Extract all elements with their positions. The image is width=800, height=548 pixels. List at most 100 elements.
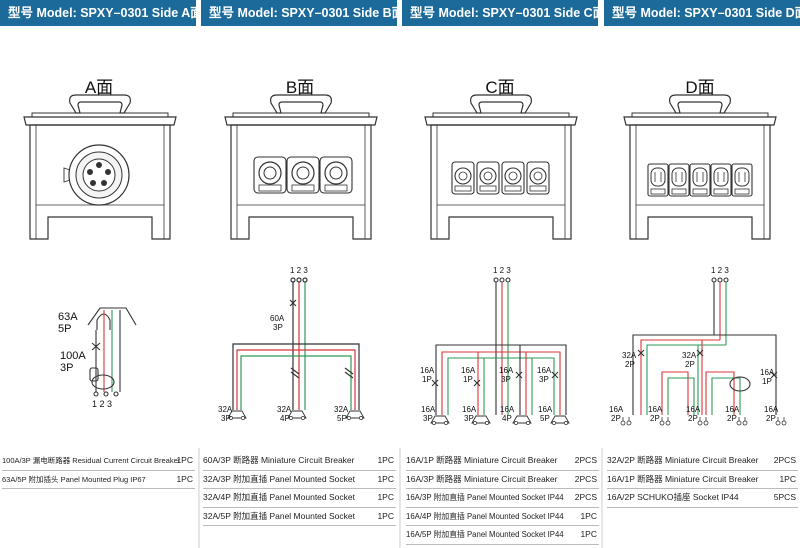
wiring-a <box>87 307 137 397</box>
spec-desc: 16A/2P SCHUKO插座 Socket IP44 <box>607 492 739 502</box>
spec-qty: 1PC <box>377 473 394 484</box>
spec-desc: 32A/5P 附加直插 Panel Mounted Socket <box>203 510 355 521</box>
d-breaker-mid-poles: 2P <box>685 360 695 369</box>
c-breaker4-poles: 3P <box>539 375 549 384</box>
c-top-terminals: 1 2 3 <box>493 266 511 275</box>
d-out5-poles: 2P <box>766 414 776 423</box>
spec-list-b: 60A/3P 断路器 Miniature Circuit Breaker 1PC … <box>203 452 396 526</box>
spec-row: 16A/3P 断路器 Miniature Circuit Breaker 2PCS <box>406 471 599 489</box>
spec-desc: 32A/4P 附加直插 Panel Mounted Socket <box>203 492 355 502</box>
d-breaker-left-poles: 2P <box>625 360 635 369</box>
b-out1-rating: 32A <box>218 405 233 414</box>
spec-desc: 16A/4P 附加直插 Panel Mounted Socket IP44 <box>406 511 564 521</box>
sockets-d <box>647 163 753 197</box>
a-breaker1-poles: 5P <box>58 323 72 335</box>
d-top-terminals: 1 2 3 <box>711 266 729 275</box>
spec-desc: 32A/3P 附加直插 Panel Mounted Socket <box>203 473 355 484</box>
box-c <box>424 94 578 240</box>
b-out2-rating: 32A <box>277 405 292 414</box>
face-label-d: D面 <box>685 78 715 97</box>
spec-desc: 16A/3P 附加直插 Panel Mounted Socket IP44 <box>406 493 564 502</box>
c-out4-rating: 16A <box>538 405 553 414</box>
d-out4-rating: 16A <box>725 405 740 414</box>
spec-row: 16A/5P 附加直插 Panel Mounted Socket IP44 1PC <box>406 526 599 545</box>
face-label-c: C面 <box>485 78 515 97</box>
spec-row: 100A/3P 漏电断路器 Residual Current Circuit B… <box>2 452 195 471</box>
spec-desc: 63A/5P 附加插头 Panel Mounted Plug IP67 <box>2 474 146 484</box>
spec-row: 16A/1P 断路器 Miniature Circuit Breaker 2PCS <box>406 452 599 471</box>
spec-row: 32A/5P 附加直插 Panel Mounted Socket 1PC <box>203 508 396 526</box>
spec-qty: 1PC <box>779 473 796 484</box>
header-side-b: 型号 Model: SPXY–0301 Side B面 <box>201 0 397 26</box>
d-breaker-right-poles: 1P <box>762 377 772 386</box>
header-side-d: 型号 Model: SPXY–0301 Side D面 <box>604 0 800 26</box>
spec-qty: 1PC <box>176 455 193 465</box>
b-out2-poles: 4P <box>280 414 290 423</box>
spec-row: 16A/2P SCHUKO插座 Socket IP44 5PCS <box>607 489 798 508</box>
spec-qty: 1PC <box>580 529 597 539</box>
spec-list-c: 16A/1P 断路器 Miniature Circuit Breaker 2PCS… <box>406 452 599 545</box>
header-side-c: 型号 Model: SPXY–0301 Side C面 <box>402 0 598 26</box>
b-out3-poles: 5P <box>337 414 347 423</box>
wiring-b <box>232 277 360 410</box>
b-breaker-poles: 3P <box>273 323 283 332</box>
c-breaker2-poles: 1P <box>463 375 473 384</box>
c-breaker3-rating: 16A <box>499 366 514 375</box>
c-out1-poles: 3P <box>423 414 433 423</box>
c-out3-poles: 4P <box>502 414 512 423</box>
b-out3-rating: 32A <box>334 405 349 414</box>
c-breaker2-rating: 16A <box>461 366 476 375</box>
c-breaker4-rating: 16A <box>537 366 552 375</box>
spec-desc: 60A/3P 断路器 Miniature Circuit Breaker <box>203 455 355 465</box>
c-out2-rating: 16A <box>462 405 477 414</box>
d-out4-poles: 2P <box>727 414 737 423</box>
d-out2-poles: 2P <box>650 414 660 423</box>
c-breaker3-poles: 3P <box>501 375 511 384</box>
c-out1-rating: 16A <box>421 405 436 414</box>
c-out4-poles: 5P <box>540 414 550 423</box>
a-breaker1-rating: 63A <box>58 311 78 323</box>
b-breaker-rating: 60A <box>270 314 285 323</box>
spec-qty: 1PC <box>377 510 394 521</box>
spec-qty: 2PCS <box>574 473 597 484</box>
spec-qty: 2PCS <box>773 455 796 465</box>
a-breaker2-poles: 3P <box>60 362 74 374</box>
spec-row: 32A/3P 附加直插 Panel Mounted Socket 1PC <box>203 471 396 489</box>
spec-list-a: 100A/3P 漏电断路器 Residual Current Circuit B… <box>2 452 195 489</box>
a-breaker2-rating: 100A <box>60 350 86 362</box>
c-breaker1-poles: 1P <box>422 375 432 384</box>
spec-row: 16A/1P 断路器 Miniature Circuit Breaker 1PC <box>607 471 798 489</box>
a-terminals: 1 2 3 <box>92 399 113 409</box>
spec-desc: 16A/1P 断路器 Miniature Circuit Breaker <box>406 455 558 465</box>
spec-qty: 2PCS <box>574 492 597 502</box>
spec-desc: 100A/3P 漏电断路器 Residual Current Circuit B… <box>2 456 181 465</box>
c-out2-poles: 3P <box>464 414 474 423</box>
spec-qty: 2PCS <box>574 455 597 465</box>
spec-desc: 32A/2P 断路器 Miniature Circuit Breaker <box>607 455 759 465</box>
c-breaker1-rating: 16A <box>420 366 435 375</box>
header-side-a: 型号 Model: SPXY–0301 Side A面 <box>0 0 196 26</box>
spec-row: 60A/3P 断路器 Miniature Circuit Breaker 1PC <box>203 452 396 471</box>
spec-row: 32A/4P 附加直插 Panel Mounted Socket 1PC <box>203 489 396 508</box>
spec-desc: 16A/1P 断路器 Miniature Circuit Breaker <box>607 473 759 484</box>
b-out1-poles: 3P <box>221 414 231 423</box>
d-out1-poles: 2P <box>611 414 621 423</box>
wiring-d <box>632 277 778 415</box>
sockets-c <box>451 161 550 195</box>
plug-a <box>63 144 130 206</box>
wiring-c <box>431 277 567 415</box>
d-out3-rating: 16A <box>686 405 701 414</box>
spec-qty: 5PCS <box>773 492 796 502</box>
spec-qty: 1PC <box>377 455 394 465</box>
spec-row: 32A/2P 断路器 Miniature Circuit Breaker 2PCS <box>607 452 798 471</box>
spec-desc: 16A/5P 附加直插 Panel Mounted Socket IP44 <box>406 530 564 539</box>
face-label-b: B面 <box>285 78 315 97</box>
sockets-b <box>253 156 353 194</box>
d-breaker-right-rating: 16A <box>760 368 775 377</box>
d-out5-rating: 16A <box>764 405 779 414</box>
b-top-terminals: 1 2 3 <box>290 266 308 275</box>
spec-row: 16A/4P 附加直插 Panel Mounted Socket IP44 1PC <box>406 508 599 526</box>
d-breaker-mid-rating: 32A <box>682 351 697 360</box>
outputs-d <box>620 416 787 426</box>
c-out3-rating: 16A <box>500 405 515 414</box>
